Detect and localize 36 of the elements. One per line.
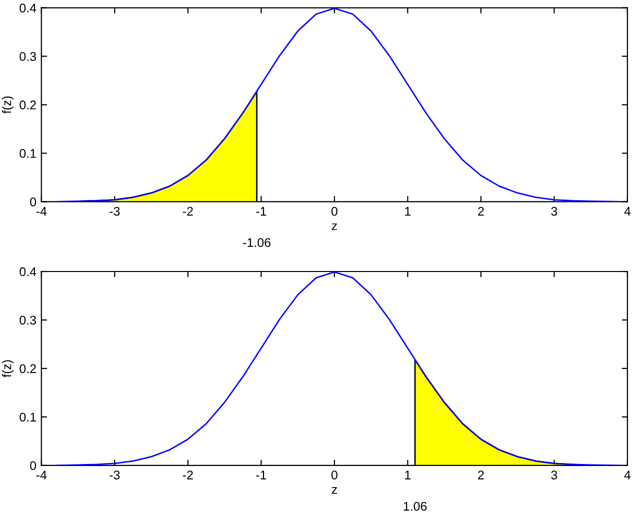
x-tick-label: 1 [405,207,411,216]
x-tick-label: 0 [331,470,338,480]
x-tick-label: -1 [256,207,266,216]
y-tick-label: 0.1 [20,149,36,158]
y-tick-label: 0.3 [20,316,36,325]
y-tick-label: 0 [30,198,36,206]
text: -1.06 [243,238,270,247]
x-axis-title: z [332,487,337,494]
x-tick-label: -2 [182,470,193,480]
x-tick-label: -3 [110,470,120,480]
line-series [55,272,621,466]
y-tick-label: 0.2 [20,364,36,374]
y-tick-label: 0.4 [20,267,36,276]
line-series [55,8,621,202]
y-tick-label: 0 [30,461,36,470]
x-tick-label: -4 [36,207,47,216]
x-tick-label: 2 [478,470,484,480]
x-tick-label: 4 [624,207,631,216]
x-tick-label: 3 [551,206,558,216]
x-tick-label: 0 [331,206,338,216]
y-tick-label: 0.1 [20,412,36,422]
x-tick-label: 3 [551,470,558,480]
x-axis-title: z [332,223,337,230]
y-tick-label: 0.3 [20,52,36,61]
x-tick-label: -1 [256,470,266,480]
x-tick-label: 1 [405,470,411,480]
y-tick-label: 0.4 [20,4,36,12]
x-tick-label: -4 [36,470,47,480]
x-tick-label: 2 [478,206,484,216]
x-tick-label: -2 [182,206,193,216]
y-tick-label: 0.2 [20,100,36,110]
y-axis-title: f(z) [2,96,14,114]
y-axis-title: f(z) [2,360,14,378]
x-tick-label: 4 [624,470,631,480]
x-tick-label: -3 [110,206,120,216]
text: 1.06 [404,502,427,511]
